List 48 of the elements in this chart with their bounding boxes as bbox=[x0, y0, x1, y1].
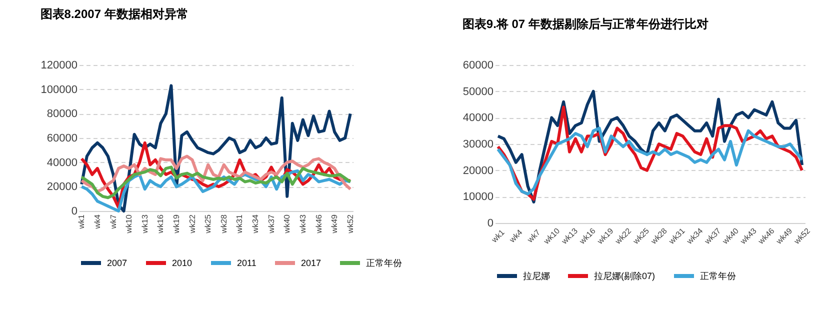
x-tick-label: wk13 bbox=[140, 214, 150, 234]
y-tick-label: 20000 bbox=[462, 164, 494, 177]
legend-label: 正常年份 bbox=[700, 271, 736, 281]
line-series bbox=[496, 126, 804, 196]
x-tick-label: wk4 bbox=[92, 214, 102, 230]
y-tick-label: 0 bbox=[487, 218, 494, 230]
legend-label: 2007 bbox=[107, 258, 128, 268]
x-tick-label: wk7 bbox=[524, 228, 542, 246]
x-tick-label: wk7 bbox=[108, 214, 118, 230]
legend-label: 2017 bbox=[301, 258, 322, 268]
y-tick-label: 50000 bbox=[462, 86, 494, 98]
y-tick-label: 10000 bbox=[462, 191, 494, 204]
x-tick-label: wk1 bbox=[77, 214, 86, 230]
x-tick-label: wk40 bbox=[282, 214, 292, 234]
y-tick-label: 100000 bbox=[40, 84, 78, 96]
x-tick-label: wk43 bbox=[298, 214, 308, 234]
y-tick-label: 30000 bbox=[462, 138, 494, 150]
x-tick-label: wk34 bbox=[251, 214, 260, 234]
x-tick-label: wk16 bbox=[156, 214, 166, 234]
x-tick-label: wk1 bbox=[489, 228, 507, 246]
y-tick-label: 120000 bbox=[40, 60, 78, 72]
x-tick-label: wk49 bbox=[330, 214, 340, 234]
x-tick-label: wk37 bbox=[266, 214, 276, 234]
chart-title: 图表8.2007 年数据相对异常 bbox=[40, 7, 188, 21]
y-tick-label: 20000 bbox=[46, 181, 78, 194]
legend-label: 2011 bbox=[237, 258, 256, 268]
x-tick-label: wk10 bbox=[124, 214, 134, 234]
legend-label: 拉尼娜 bbox=[523, 271, 550, 281]
legend-label: 2010 bbox=[172, 258, 192, 268]
y-tick-label: 40000 bbox=[462, 112, 494, 124]
x-tick-label: wk52 bbox=[346, 214, 355, 234]
x-tick-label: wk22 bbox=[188, 214, 197, 234]
x-tick-label: wk31 bbox=[235, 214, 244, 234]
x-tick-label: wk4 bbox=[507, 228, 525, 246]
x-tick-label: wk46 bbox=[314, 214, 324, 234]
x-tick-label: wk28 bbox=[219, 214, 228, 234]
line-series bbox=[80, 166, 352, 200]
y-tick-label: 60000 bbox=[46, 132, 78, 144]
y-tick-label: 40000 bbox=[46, 156, 78, 169]
y-tick-label: 60000 bbox=[462, 60, 494, 72]
x-tick-label: wk25 bbox=[204, 214, 213, 234]
x-tick-label: wk19 bbox=[172, 214, 181, 234]
y-tick-label: 0 bbox=[71, 206, 78, 218]
line-series bbox=[80, 154, 352, 194]
y-tick-label: 80000 bbox=[46, 108, 78, 120]
chart-title: 图表9.将 07 年数据剔除后与正常年份进行比对 bbox=[462, 17, 708, 31]
legend-label: 拉尼娜(剔除07) bbox=[594, 271, 656, 281]
legend-label: 正常年份 bbox=[366, 258, 402, 268]
